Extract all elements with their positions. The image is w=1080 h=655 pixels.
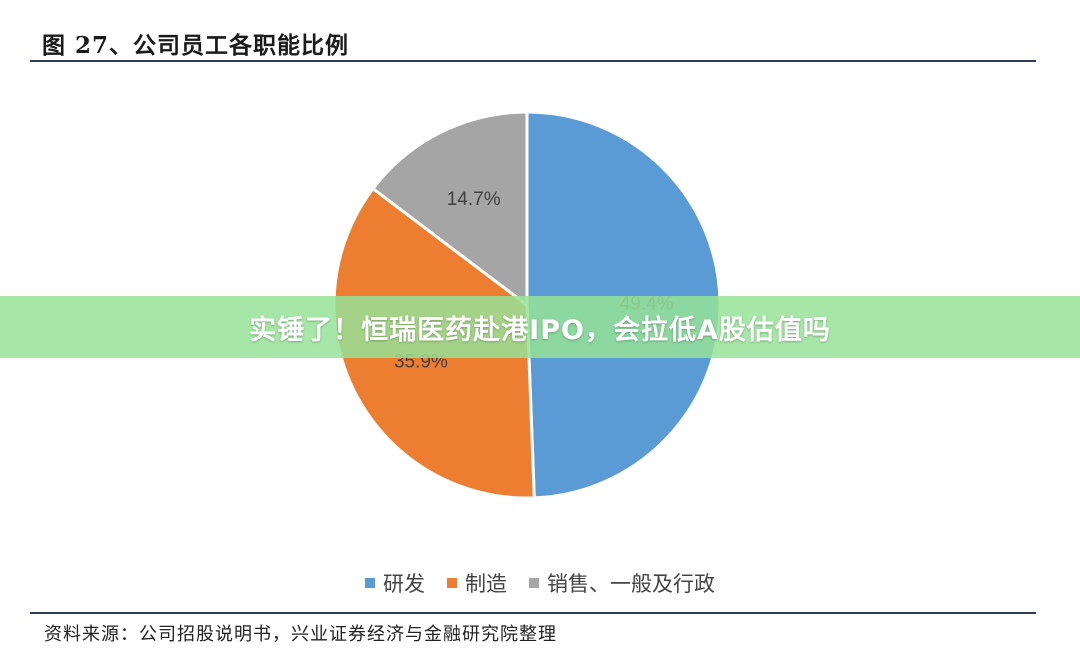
chart-title: 图 27、公司员工各职能比例 — [42, 32, 350, 59]
source-rule — [30, 612, 1036, 614]
pie-slice-2 — [370, 110, 529, 309]
slice-data-label-2: 14.7% — [447, 189, 501, 210]
legend: 研发 制造 销售、一般及行政 — [0, 568, 1080, 598]
legend-item-sga: 销售、一般及行政 — [529, 568, 715, 598]
legend-label: 销售、一般及行政 — [547, 572, 715, 596]
legend-swatch — [447, 578, 457, 588]
legend-label: 制造 — [465, 572, 507, 596]
legend-label: 研发 — [383, 572, 425, 596]
legend-item-manufacturing: 制造 — [447, 568, 507, 598]
title-rule — [30, 60, 1036, 62]
source-note: 资料来源：公司招股说明书，兴业证券经济与金融研究院整理 — [44, 624, 557, 645]
legend-swatch — [529, 578, 539, 588]
headline-text: 实锤了！恒瑞医药赴港IPO，会拉低A股估值吗 — [249, 314, 831, 346]
legend-item-rd: 研发 — [365, 568, 425, 598]
legend-swatch — [365, 578, 375, 588]
headline-banner[interactable]: 实锤了！恒瑞医药赴港IPO，会拉低A股估值吗 — [0, 296, 1080, 358]
